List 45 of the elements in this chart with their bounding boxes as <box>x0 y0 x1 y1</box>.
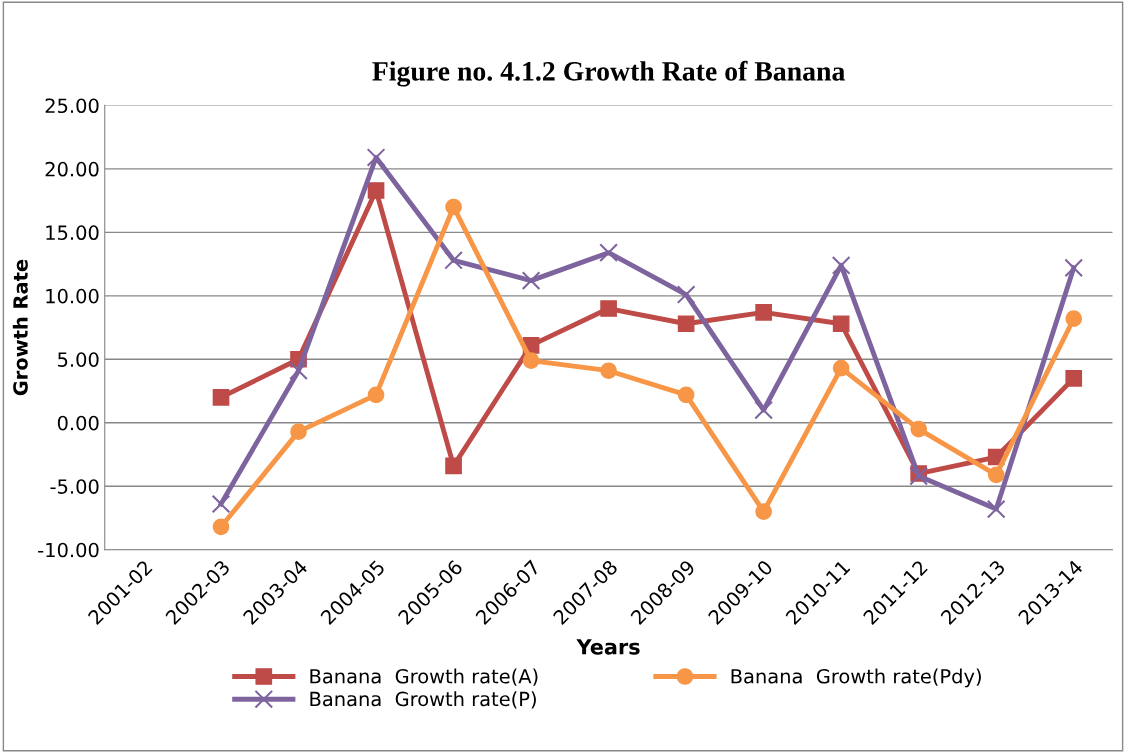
point <box>599 243 618 263</box>
point <box>444 250 463 270</box>
point <box>832 359 850 377</box>
point <box>211 494 231 514</box>
point <box>445 457 462 475</box>
y-axis-title: Growth Rate <box>12 259 28 396</box>
point <box>367 386 385 404</box>
point <box>1065 369 1083 387</box>
y-tick-label: -5.00 <box>50 479 99 494</box>
point <box>290 423 307 440</box>
legend-label: Banana Growth rate(P) <box>310 691 536 709</box>
point <box>676 285 696 304</box>
point <box>366 148 386 167</box>
point <box>754 400 774 420</box>
point <box>987 466 1005 484</box>
y-tick-label: -10.00 <box>38 542 99 558</box>
point <box>212 518 230 536</box>
point <box>755 303 772 321</box>
point <box>677 315 695 333</box>
point <box>755 503 772 520</box>
y-tick-label: 20.00 <box>45 161 99 177</box>
point <box>212 389 230 406</box>
y-tick-label: 15.00 <box>46 225 99 241</box>
legend-label: Banana Growth rate(Pdy) <box>731 668 981 688</box>
point <box>522 352 540 369</box>
point <box>910 420 928 438</box>
point <box>521 271 541 290</box>
y-tick-label: 5.00 <box>58 352 99 367</box>
y-tick-label: 25.00 <box>45 98 99 114</box>
y-tick-label: 0.00 <box>57 415 99 431</box>
point <box>600 362 617 380</box>
legend-label: Banana Growth rate(A) <box>310 668 538 686</box>
point <box>831 255 851 275</box>
y-tick-label: 10.00 <box>46 288 99 304</box>
chart-title: Figure no. 4.1.2 Growth Rate of Banana <box>372 60 845 87</box>
x-axis-title: Years <box>576 639 640 655</box>
point <box>367 182 385 199</box>
point <box>600 300 617 317</box>
point <box>986 499 1006 519</box>
point <box>289 361 308 381</box>
point <box>832 315 850 333</box>
point <box>1065 310 1083 328</box>
point <box>677 386 695 404</box>
point <box>445 198 462 216</box>
point <box>1064 258 1084 278</box>
